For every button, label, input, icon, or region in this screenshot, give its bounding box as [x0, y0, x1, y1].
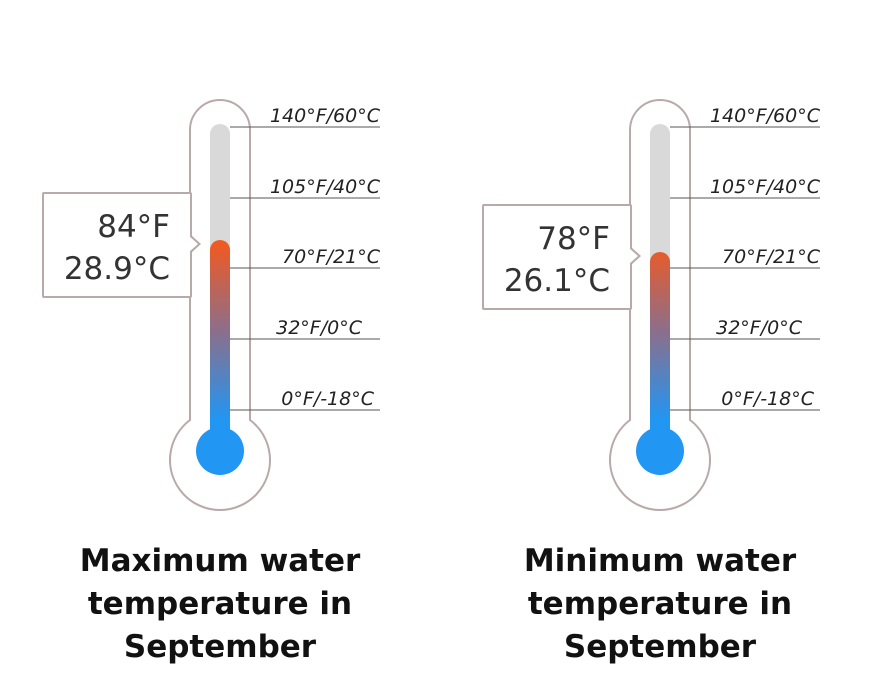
temperature-fill — [210, 240, 230, 440]
reading-fahrenheit: 84°F — [97, 209, 170, 245]
thermometer-panel-min: 140°F/60°C 105°F/40°C 70°F/21°C 32°F/0°C… — [440, 0, 880, 680]
scale-label-0f: 0°F/-18°C — [281, 388, 374, 410]
scale-label-32f: 32°F/0°C — [716, 317, 803, 339]
scale-label-140f: 140°F/60°C — [710, 105, 821, 127]
scale-label-0f: 0°F/-18°C — [721, 388, 814, 410]
reading-fahrenheit: 78°F — [537, 221, 610, 257]
scale-label-140f: 140°F/60°C — [270, 105, 381, 127]
thermometer-bulb — [196, 427, 244, 475]
reading-callout: 78°F 26.1°C — [482, 204, 641, 310]
scale-label-32f: 32°F/0°C — [276, 317, 363, 339]
thermometer-panel-max: 140°F/60°C 105°F/40°C 70°F/21°C 32°F/0°C… — [42, 99, 381, 665]
thermometer-min: 140°F/60°C 105°F/40°C 70°F/21°C 32°F/0°C… — [609, 99, 821, 511]
scale-label-105f: 105°F/40°C — [270, 176, 381, 198]
scale-label-70f: 70°F/21°C — [282, 246, 381, 268]
thermometer-max: 140°F/60°C 105°F/40°C 70°F/21°C 32°F/0°C… — [169, 99, 381, 511]
scale-ticks — [230, 126, 380, 411]
thermometer-caption: Maximum water temperature in September — [79, 543, 361, 665]
thermometer-caption: Minimum water temperature in September — [523, 543, 797, 665]
thermometer-bulb — [636, 427, 684, 475]
scale-labels: 140°F/60°C 105°F/40°C 70°F/21°C 32°F/0°C… — [270, 105, 381, 410]
scale-label-105f: 105°F/40°C — [710, 176, 821, 198]
scale-ticks — [670, 126, 820, 411]
reading-celsius: 28.9°C — [63, 251, 170, 287]
reading-celsius: 26.1°C — [503, 263, 610, 299]
scale-labels: 140°F/60°C 105°F/40°C 70°F/21°C 32°F/0°C… — [710, 105, 821, 410]
reading-callout: 84°F 28.9°C — [42, 192, 201, 298]
temperature-fill — [650, 252, 670, 440]
scale-label-70f: 70°F/21°C — [722, 246, 821, 268]
